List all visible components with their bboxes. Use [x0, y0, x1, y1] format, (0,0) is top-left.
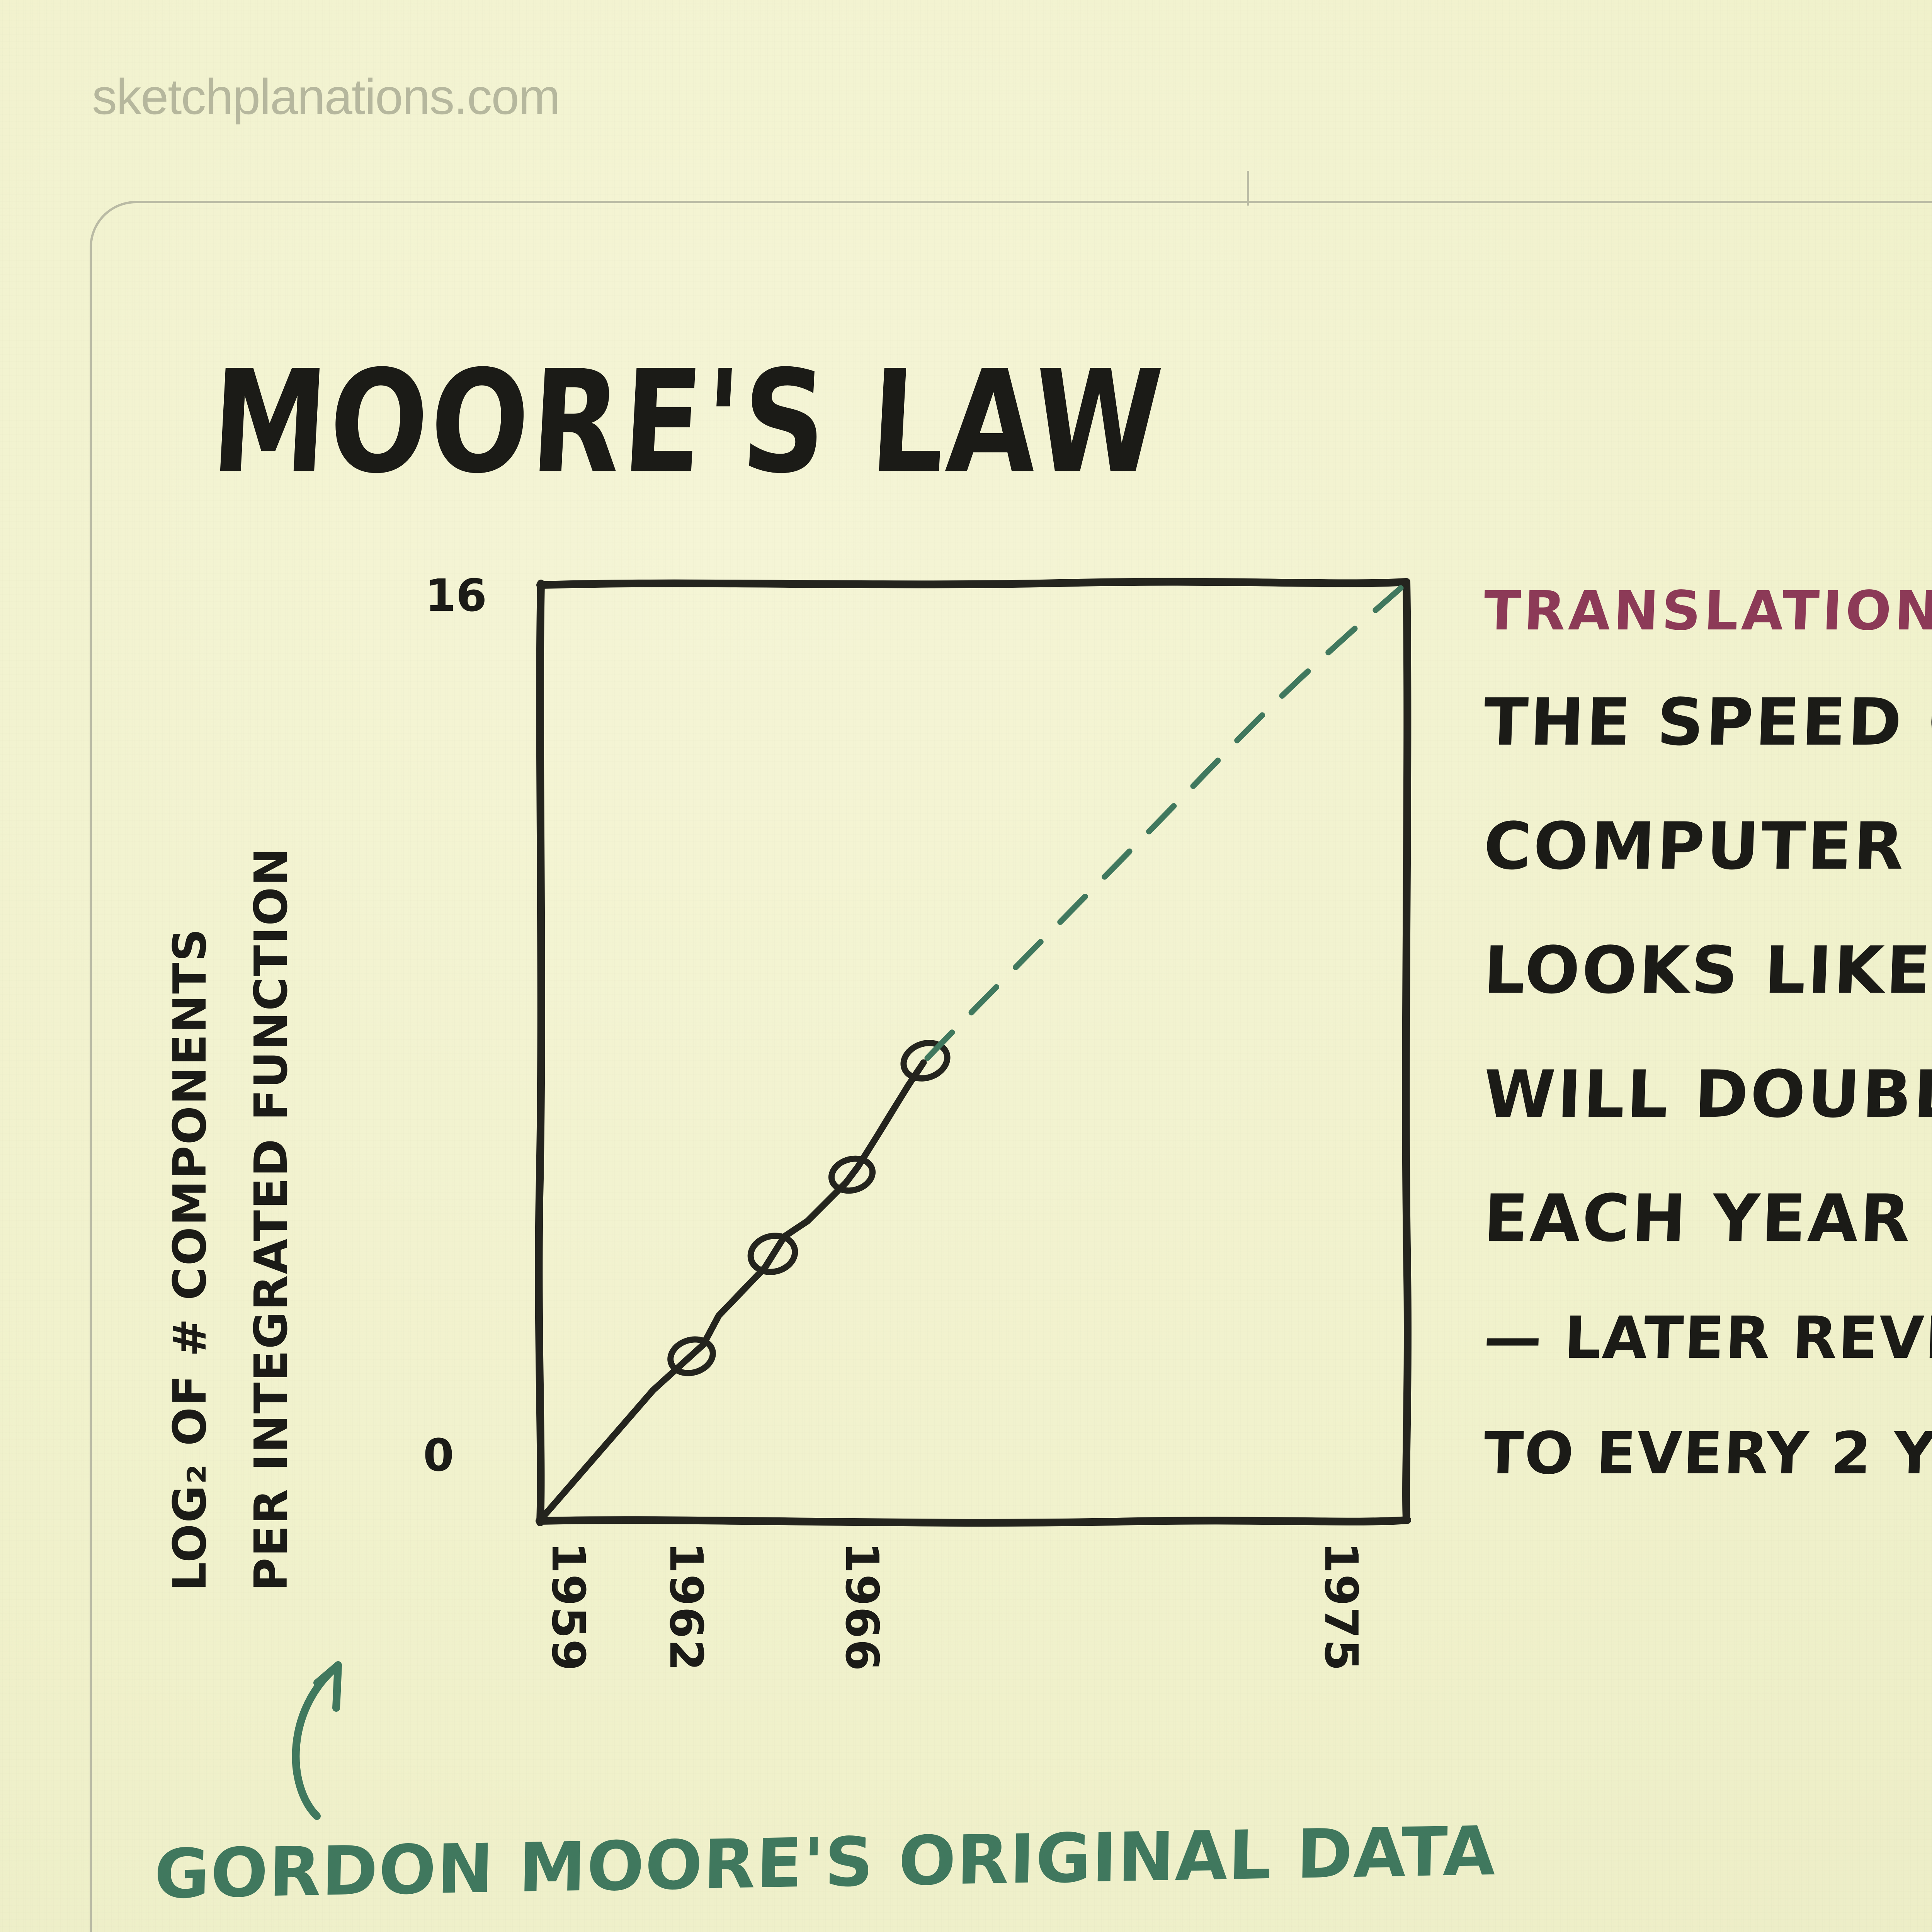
- translation-line-4: WILL DOUBLE: [1482, 1056, 1932, 1132]
- data-point-1964: [828, 1155, 876, 1194]
- x-tick-label-1962: 1962: [660, 1542, 713, 1672]
- data-series-original: [542, 1059, 927, 1517]
- translation-line-5: EACH YEAR: [1482, 1180, 1913, 1256]
- data-markers: [667, 1040, 951, 1376]
- sketch-card: [90, 171, 1932, 1932]
- translation-line-1: THE SPEED OF: [1482, 684, 1932, 760]
- page-title: MOORE'S LAW: [207, 340, 1168, 505]
- x-tick-label-1959: 1959: [542, 1542, 595, 1672]
- y-axis-label-line1: LOG₂ OF # COMPONENTS: [163, 927, 216, 1591]
- projection-dashed-line: [924, 585, 1404, 1061]
- translation-line-6: — LATER REVISED: [1482, 1304, 1932, 1372]
- axis-frame-left: [535, 580, 545, 1526]
- chart-plot-area: [535, 578, 1412, 1530]
- x-tick-label-1966: 1966: [835, 1542, 889, 1672]
- axis-frame-right: [1402, 578, 1412, 1523]
- card-center-tick-top: [1247, 171, 1249, 206]
- axis-frame-bottom: [536, 1516, 1411, 1527]
- y-tick-label-16: 16: [425, 570, 487, 622]
- data-point-1963: [747, 1233, 798, 1275]
- translation-line-7: TO EVERY 2 YEARS: [1482, 1420, 1932, 1487]
- translation-line-3: LOOKS LIKE IT: [1482, 932, 1932, 1008]
- translation-heading: TRANSLATION: [1483, 580, 1932, 643]
- translation-block: TRANSLATION THE SPEED OF COMPUTER CHIPS …: [1482, 580, 1932, 1536]
- site-watermark: sketchplanations.com: [92, 68, 560, 125]
- axis-frame-top: [536, 578, 1410, 589]
- data-point-1965: [900, 1040, 951, 1082]
- x-tick-label-1975: 1975: [1315, 1542, 1368, 1672]
- data-point-1962: [667, 1336, 716, 1376]
- caption-arrow-icon: [292, 1661, 342, 1820]
- translation-line-2: COMPUTER CHIPS: [1482, 808, 1932, 884]
- chart-svg: [535, 578, 1412, 1527]
- y-tick-label-0: 0: [423, 1430, 454, 1481]
- y-axis-label-line2: PER INTEGRATED FUNCTION: [244, 846, 298, 1591]
